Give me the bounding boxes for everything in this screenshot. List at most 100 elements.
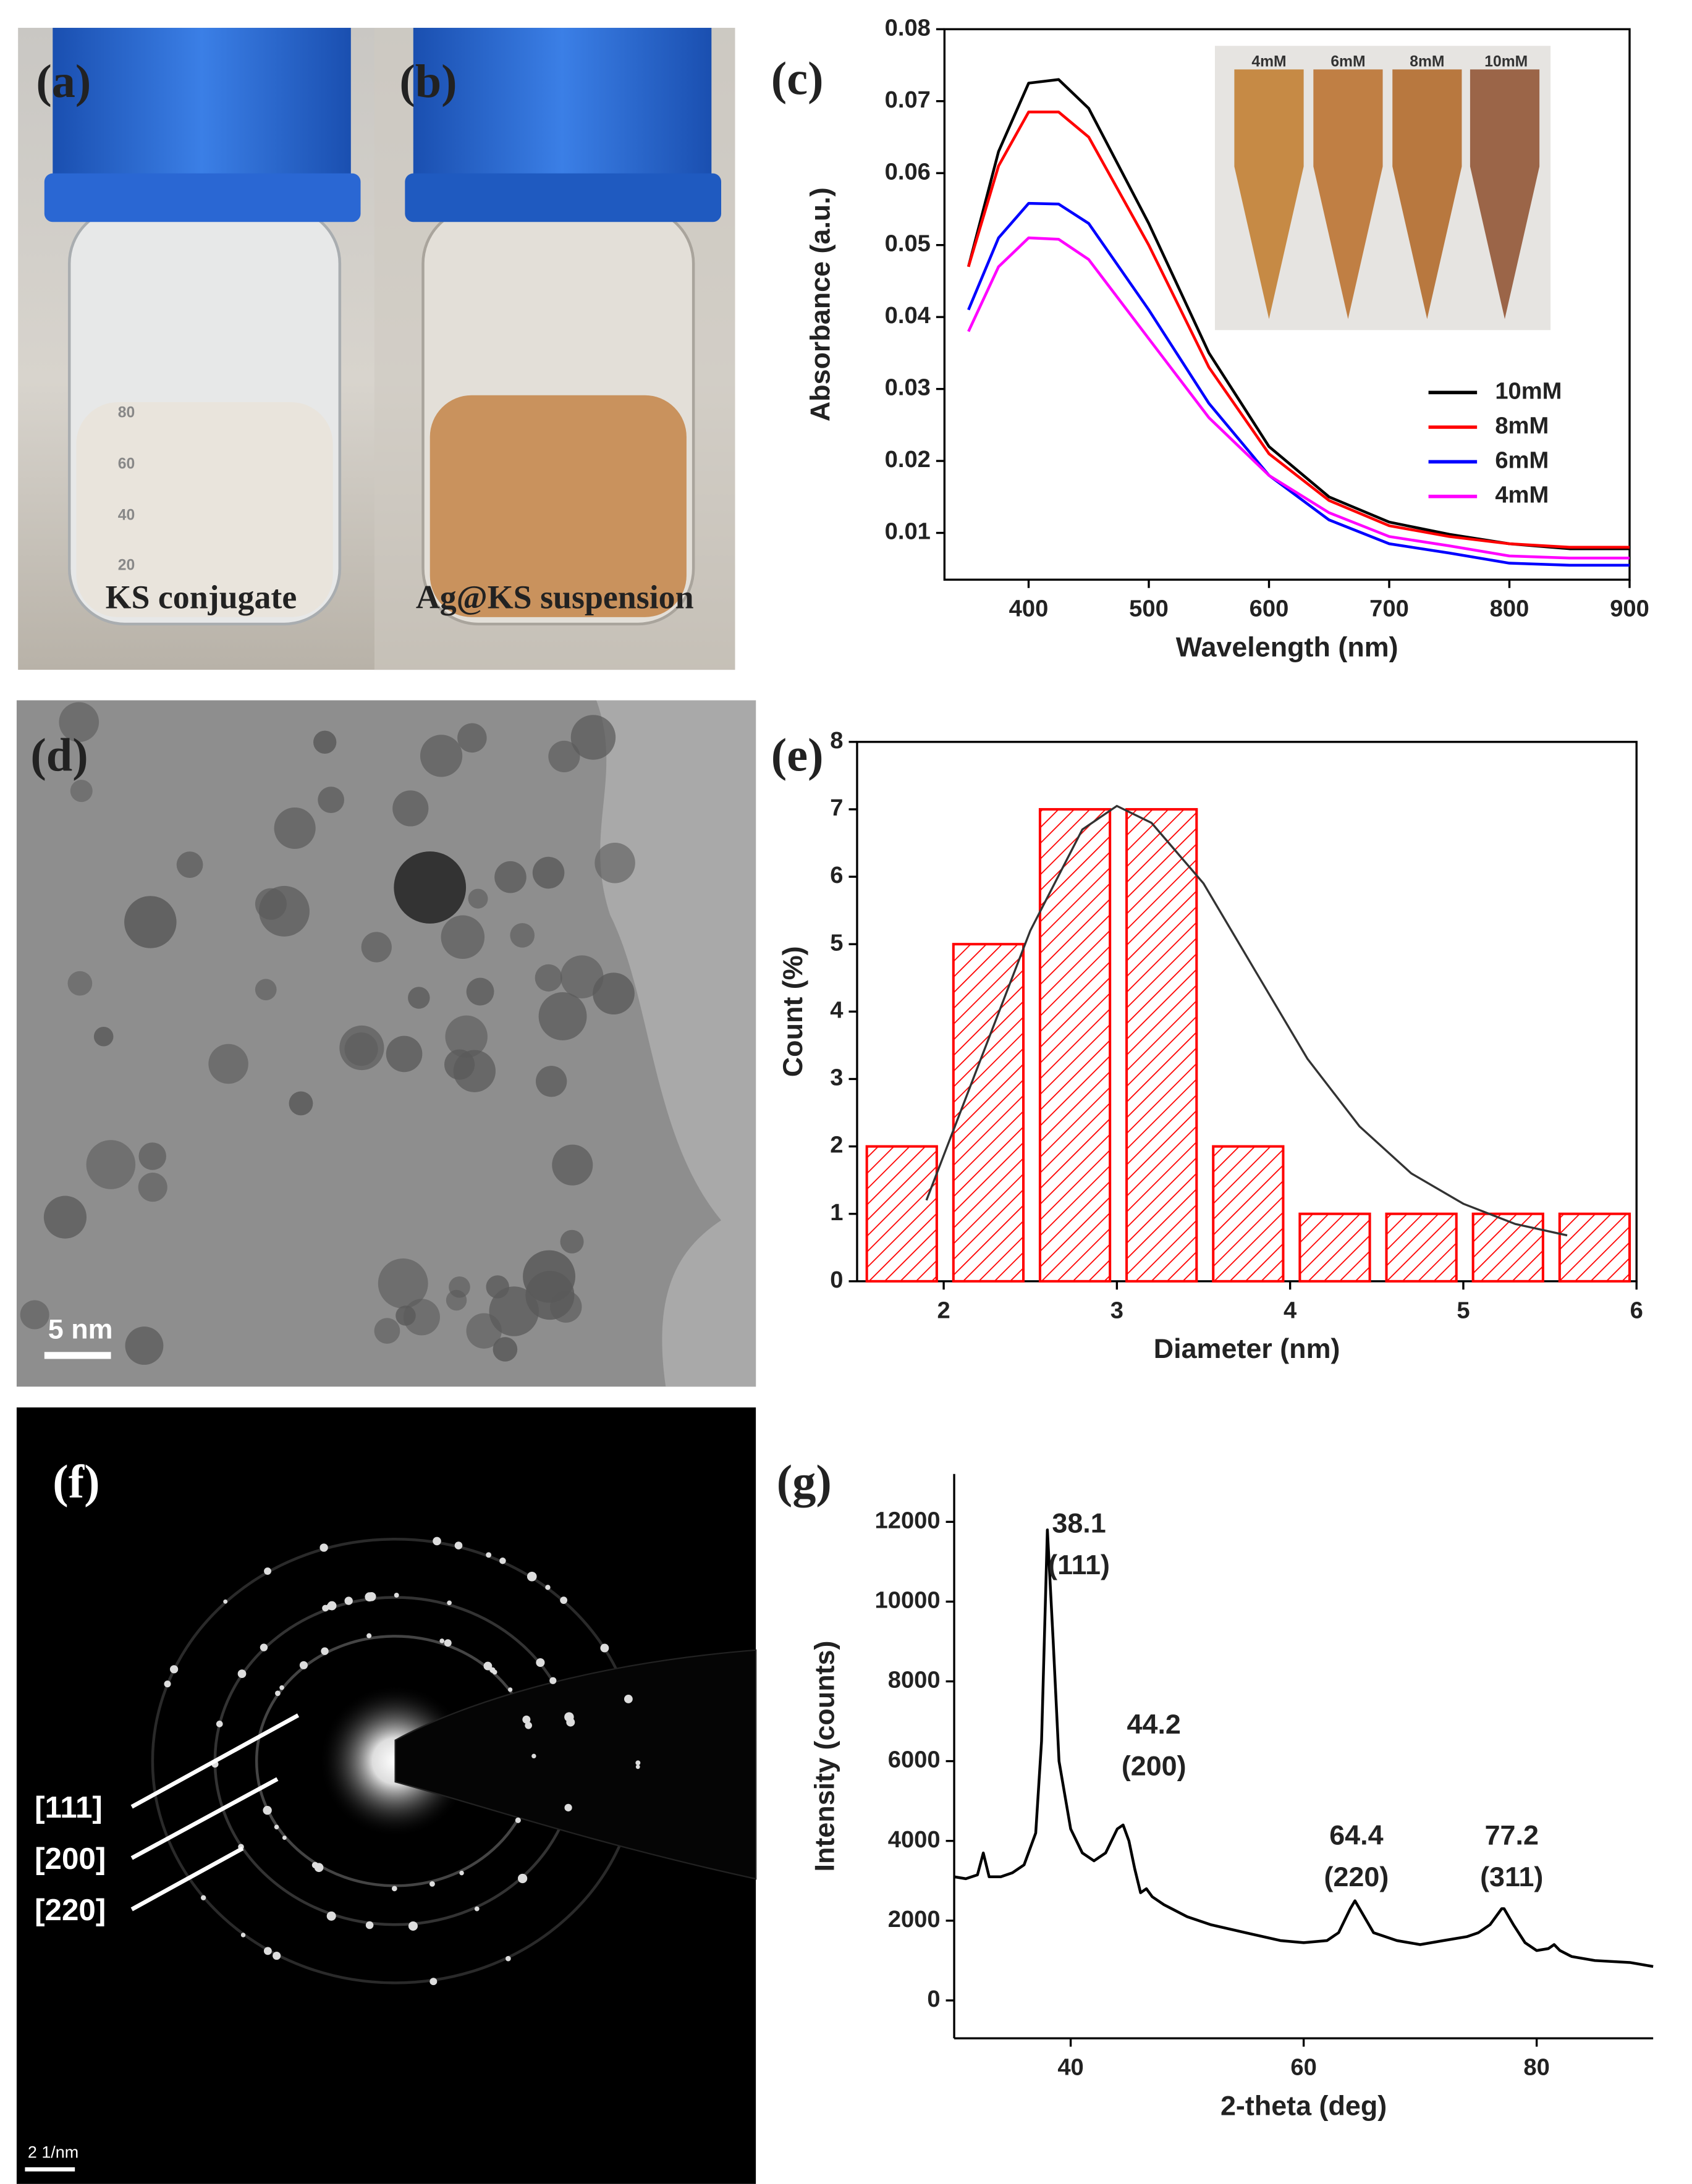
legend-label: 8mM xyxy=(1495,412,1549,439)
spot xyxy=(505,1955,511,1962)
x-tick-label: 5 xyxy=(1457,1297,1470,1323)
spot xyxy=(279,1685,284,1690)
particle xyxy=(445,1015,488,1058)
fit-curve xyxy=(925,804,1568,1237)
particle xyxy=(274,807,316,850)
bar xyxy=(1038,807,1112,1283)
spot xyxy=(531,1753,536,1759)
spot xyxy=(314,1863,324,1873)
spot xyxy=(237,1669,247,1678)
jar-a xyxy=(44,28,361,626)
y-tick-label: 0.06 xyxy=(885,158,931,185)
panel-label: (e) xyxy=(771,729,824,782)
spot xyxy=(344,1596,353,1605)
bar xyxy=(1298,1212,1371,1283)
x-tick-label: 60 xyxy=(1290,2054,1316,2081)
particle xyxy=(446,1289,467,1311)
particle xyxy=(67,971,93,996)
bar xyxy=(1125,807,1198,1283)
legend-label: 10mM xyxy=(1495,377,1562,404)
spot xyxy=(391,1886,397,1892)
bar xyxy=(1385,1212,1458,1283)
x-tick-label: 40 xyxy=(1057,2054,1083,2081)
particle xyxy=(394,851,467,924)
x-tick-label: 700 xyxy=(1369,596,1409,622)
y-tick-label: 12000 xyxy=(875,1507,941,1533)
y-tick-label: 6 xyxy=(830,862,843,888)
x-tick-label: 500 xyxy=(1129,596,1169,622)
bar xyxy=(1212,1145,1285,1283)
particle xyxy=(313,730,337,754)
spot xyxy=(326,1911,336,1921)
ring-label: [200] xyxy=(35,1842,106,1876)
particle xyxy=(59,702,99,743)
scale-label: 2 1/nm xyxy=(28,2143,78,2162)
x-tick-label: 4 xyxy=(1284,1297,1296,1323)
particle xyxy=(138,1173,167,1202)
scale-bar xyxy=(25,2167,75,2172)
spot xyxy=(454,1541,463,1549)
y-tick-label: 5 xyxy=(830,929,843,956)
spot xyxy=(499,1558,506,1564)
y-tick-label: 3 xyxy=(830,1065,843,1091)
particle xyxy=(535,1066,567,1097)
panel-label: (f) xyxy=(53,1456,99,1508)
x-axis-label: 2-theta (deg) xyxy=(1220,2089,1387,2121)
spot xyxy=(545,1585,551,1590)
y-tick-label: 0.01 xyxy=(885,518,931,545)
spot xyxy=(483,1661,493,1671)
particle xyxy=(408,987,430,1009)
particle xyxy=(176,851,203,878)
legend-label: 4mM xyxy=(1495,482,1549,508)
particle xyxy=(560,1229,584,1254)
y-tick-label: 6000 xyxy=(888,1747,941,1773)
x-tick-label: 2 xyxy=(937,1297,950,1323)
inset-photo xyxy=(1214,46,1551,331)
particle xyxy=(339,1025,384,1071)
particle xyxy=(361,932,392,963)
panel-label: (g) xyxy=(777,1456,832,1508)
bar xyxy=(952,943,1025,1283)
graduation: 80 xyxy=(118,404,135,421)
inset-label: 4mM xyxy=(1251,54,1286,70)
peak-label: 38.1 xyxy=(1052,1507,1106,1539)
spot xyxy=(321,1647,329,1655)
spot xyxy=(564,1712,574,1722)
peak-label: 44.2 xyxy=(1127,1708,1181,1740)
particle xyxy=(552,1144,593,1186)
spot xyxy=(240,1933,246,1937)
x-tick-label: 800 xyxy=(1490,596,1529,622)
y-axis-label: Count (%) xyxy=(777,946,808,1077)
y-tick-label: 4000 xyxy=(888,1826,941,1853)
ring-label: [111] xyxy=(35,1790,103,1824)
spot xyxy=(164,1680,171,1688)
particle xyxy=(138,1142,166,1170)
x-tick-label: 400 xyxy=(1009,596,1049,622)
spot xyxy=(408,1921,418,1931)
particle xyxy=(374,1318,400,1344)
plane-label: (220) xyxy=(1324,1861,1389,1892)
x-tick-label: 6 xyxy=(1630,1297,1643,1323)
particle xyxy=(386,1035,423,1073)
spot xyxy=(625,1696,631,1701)
tem-image xyxy=(16,700,756,1387)
diffraction-image xyxy=(16,1407,757,2184)
y-tick-label: 4 xyxy=(830,997,843,1023)
particle xyxy=(538,992,587,1040)
line xyxy=(954,1528,1654,1968)
particle xyxy=(403,1299,440,1336)
arrow xyxy=(130,1846,244,1912)
spot xyxy=(536,1658,545,1668)
plane-label: (200) xyxy=(1122,1750,1187,1781)
spot xyxy=(263,1806,271,1813)
spot xyxy=(635,1764,640,1769)
y-tick-label: 0.07 xyxy=(885,86,931,113)
inset-label: 10mM xyxy=(1484,54,1528,70)
spot xyxy=(366,1633,372,1638)
bar xyxy=(1558,1212,1631,1283)
bar xyxy=(1471,1212,1544,1283)
y-tick-label: 10000 xyxy=(875,1587,941,1613)
particle xyxy=(468,888,488,909)
inset-label: 8mM xyxy=(1410,54,1444,70)
